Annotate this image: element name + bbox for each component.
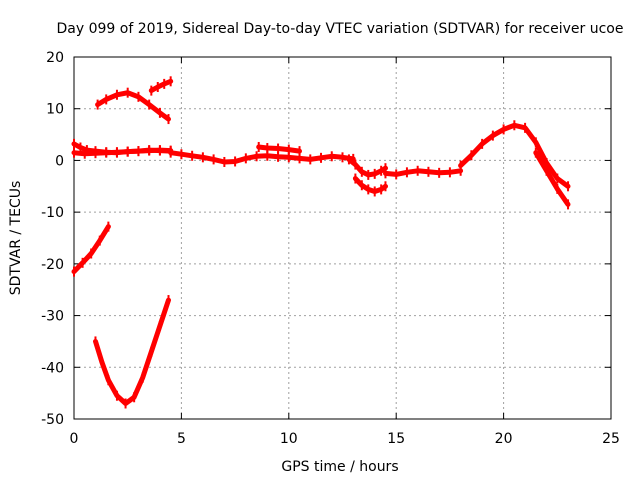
- y-tick-label: 20: [46, 50, 64, 66]
- y-axis-ticks: 20 10 0 -10 -20 -30 -40 -50: [41, 50, 611, 428]
- series-line-prn-a-upper-arc: [95, 90, 171, 122]
- series-line-prn-f-mid-upper: [256, 144, 302, 154]
- grid-lines: [74, 57, 611, 419]
- series-line-prn-k-hump-tail: [533, 150, 571, 207]
- x-tick-label: 0: [70, 431, 79, 447]
- series-line-prn-m-valley: [93, 297, 171, 406]
- series-line-prn-d-baseline: [71, 147, 174, 157]
- y-tick-label: 10: [46, 102, 64, 118]
- series-line-prn-b-short-rise: [148, 78, 174, 94]
- y-tick-label: -20: [41, 257, 64, 273]
- plot-frame: [73, 56, 612, 420]
- y-tick-label: -30: [41, 309, 64, 325]
- x-tick-label: 10: [280, 431, 298, 447]
- x-tick-label: 20: [495, 431, 513, 447]
- y-tick-label: 0: [55, 153, 64, 169]
- y-tick-label: -50: [41, 412, 64, 428]
- y-tick-label: -40: [41, 360, 64, 376]
- x-tick-label: 25: [602, 431, 620, 447]
- x-tick-label: 5: [177, 431, 186, 447]
- chart-title: Day 099 of 2019, Sidereal Day-to-day VTE…: [57, 21, 624, 37]
- y-axis-label: SDTVAR / TECUs: [8, 181, 24, 296]
- series-line-prn-i-flat: [383, 168, 464, 177]
- y-tick-label: -10: [41, 205, 64, 221]
- data-series-group: [71, 76, 571, 409]
- series-line-prn-e-mid: [168, 150, 356, 165]
- x-tick-label: 15: [387, 431, 405, 447]
- x-axis-ticks: 0 5 10 15 20 25: [70, 57, 620, 447]
- x-axis-label: GPS time / hours: [281, 459, 398, 475]
